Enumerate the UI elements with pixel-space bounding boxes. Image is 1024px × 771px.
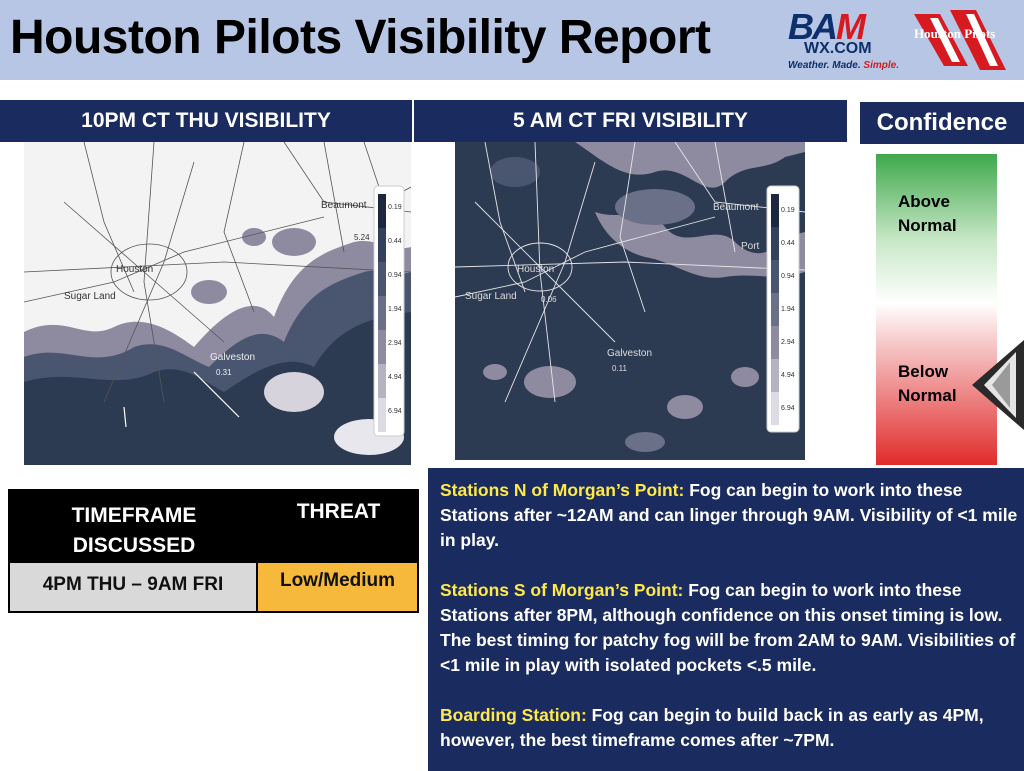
- svg-text:0.19: 0.19: [388, 204, 402, 211]
- page-title: Houston Pilots Visibility Report: [10, 11, 711, 64]
- station-notes-panel: Stations N of Morgan’s Point: Fog can be…: [428, 468, 1024, 771]
- threat-header: THREAT: [296, 500, 381, 523]
- houston-pilots-logo: Houston Pilots: [910, 4, 1020, 76]
- note-north-stations: Stations N of Morgan’s Point: Fog can be…: [440, 480, 1018, 550]
- map2-label-beaumont: Beaumont: [713, 202, 759, 213]
- map-10pm-graphic: Beaumont 5.24 Houston Sugar Land Galvest…: [24, 142, 411, 465]
- map2-label-houston: Houston: [517, 264, 554, 275]
- left-map-title: 10PM CT THU VISIBILITY: [0, 100, 412, 142]
- svg-text:0.19: 0.19: [781, 207, 795, 214]
- map1-label-houston: Houston: [116, 264, 153, 275]
- right-map-title: 5 AM CT FRI VISIBILITY: [412, 100, 847, 142]
- header-bar: Houston Pilots Visibility Report BAM WX.…: [0, 0, 1024, 80]
- svg-text:2.94: 2.94: [781, 339, 795, 346]
- note-boarding-station: Boarding Station: Fog can begin to build…: [440, 705, 984, 750]
- confidence-below-label: Below Normal: [898, 362, 957, 405]
- confidence-above-label: Above Normal: [898, 192, 957, 235]
- map1-legend: 0.19 0.44 0.94 1.94 2.94 4.94 6.94: [373, 185, 405, 437]
- svg-text:1.94: 1.94: [781, 306, 795, 313]
- confidence-pointer-icon: [972, 340, 1024, 430]
- map2-value-sugarland: 0.06: [541, 295, 557, 304]
- map2-label-galveston: Galveston: [607, 348, 652, 359]
- map1-value-beaumont: 5.24: [354, 233, 370, 242]
- confidence-title: Confidence: [860, 102, 1024, 144]
- bam-wx-logo: BAM WX.COM Weather. Made. Simple.: [788, 6, 899, 71]
- svg-text:1.94: 1.94: [388, 306, 402, 313]
- confidence-gradient: Above Normal Below Normal: [876, 154, 997, 465]
- map1-value-galveston: 0.31: [216, 368, 232, 377]
- map2-value-galveston: 0.11: [612, 364, 628, 373]
- threat-value: Low/Medium: [258, 563, 417, 611]
- svg-text:0.94: 0.94: [388, 272, 402, 279]
- note-south-stations: Stations S of Morgan’s Point: Fog can be…: [440, 580, 1016, 675]
- visibility-map-5am: Beaumont Port Houston Sugar Land 0.06 Ga…: [455, 142, 805, 460]
- svg-text:6.94: 6.94: [388, 408, 402, 415]
- map1-label-beaumont: Beaumont: [321, 200, 367, 211]
- map1-label-galveston: Galveston: [210, 352, 255, 363]
- map1-label-sugarland: Sugar Land: [64, 291, 116, 302]
- timeframe-value: 4PM THU – 9AM FRI: [10, 563, 258, 611]
- threat-table: TIMEFRAME DISCUSSED THREAT 4PM THU – 9AM…: [8, 489, 419, 613]
- svg-text:0.44: 0.44: [388, 238, 402, 245]
- map-5am-graphic: Beaumont Port Houston Sugar Land 0.06 Ga…: [455, 142, 805, 460]
- svg-text:6.94: 6.94: [781, 405, 795, 412]
- svg-text:0.44: 0.44: [781, 240, 795, 247]
- map2-label-sugarland: Sugar Land: [465, 291, 517, 302]
- timeframe-header: TIMEFRAME DISCUSSED: [71, 504, 197, 557]
- svg-text:4.94: 4.94: [781, 372, 795, 379]
- visibility-map-10pm: Beaumont 5.24 Houston Sugar Land Galvest…: [24, 142, 411, 465]
- map2-label-port: Port: [741, 241, 760, 252]
- svg-text:4.94: 4.94: [388, 374, 402, 381]
- map2-legend: 0.19 0.44 0.94 1.94 2.94 4.94 6.94: [766, 185, 800, 433]
- svg-text:0.94: 0.94: [781, 273, 795, 280]
- svg-text:2.94: 2.94: [388, 340, 402, 347]
- threat-table-header: TIMEFRAME DISCUSSED THREAT: [10, 491, 417, 563]
- houston-pilots-emblem-icon: [914, 10, 1006, 70]
